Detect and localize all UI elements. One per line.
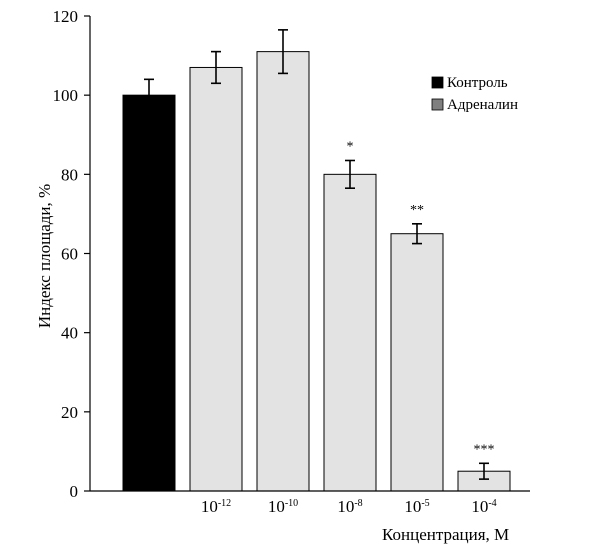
bars: ****** [122, 29, 511, 492]
y-tick-label: 20 [61, 403, 78, 422]
legend-swatch-control [431, 76, 444, 89]
significance-label: ** [410, 203, 424, 218]
legend-swatch-adrenaline [431, 98, 444, 111]
legend: Контроль Адреналин [431, 75, 518, 113]
significance-label: * [347, 139, 354, 154]
x-axis: 10-12 10-10 10-8 10-5 10-4 [90, 490, 530, 516]
y-tick-label: 40 [61, 324, 78, 343]
bar [189, 66, 243, 492]
x-axis-title: Концентрация, М [382, 525, 509, 544]
y-axis-title: Индекс площади, % [35, 184, 54, 328]
legend-label-adrenaline: Адреналин [447, 97, 518, 113]
x-tick-label: 10-12 [201, 497, 231, 516]
y-axis: 0 20 40 60 80 100 120 [53, 7, 91, 501]
x-tick-label: 10-4 [471, 497, 496, 516]
bar [256, 51, 310, 492]
x-tick-label: 10-5 [404, 497, 429, 516]
x-tick-label: 10-10 [268, 497, 298, 516]
y-tick-label: 80 [61, 165, 78, 184]
bar [323, 173, 377, 492]
y-tick-label: 100 [53, 86, 79, 105]
bar [122, 94, 176, 492]
significance-label: *** [474, 442, 495, 457]
x-tick-label: 10-8 [337, 497, 362, 516]
y-tick-label: 120 [53, 7, 79, 26]
y-tick-label: 0 [70, 482, 79, 501]
y-tick-label: 60 [61, 245, 78, 264]
bar [390, 233, 444, 492]
legend-label-control: Контроль [447, 75, 508, 91]
